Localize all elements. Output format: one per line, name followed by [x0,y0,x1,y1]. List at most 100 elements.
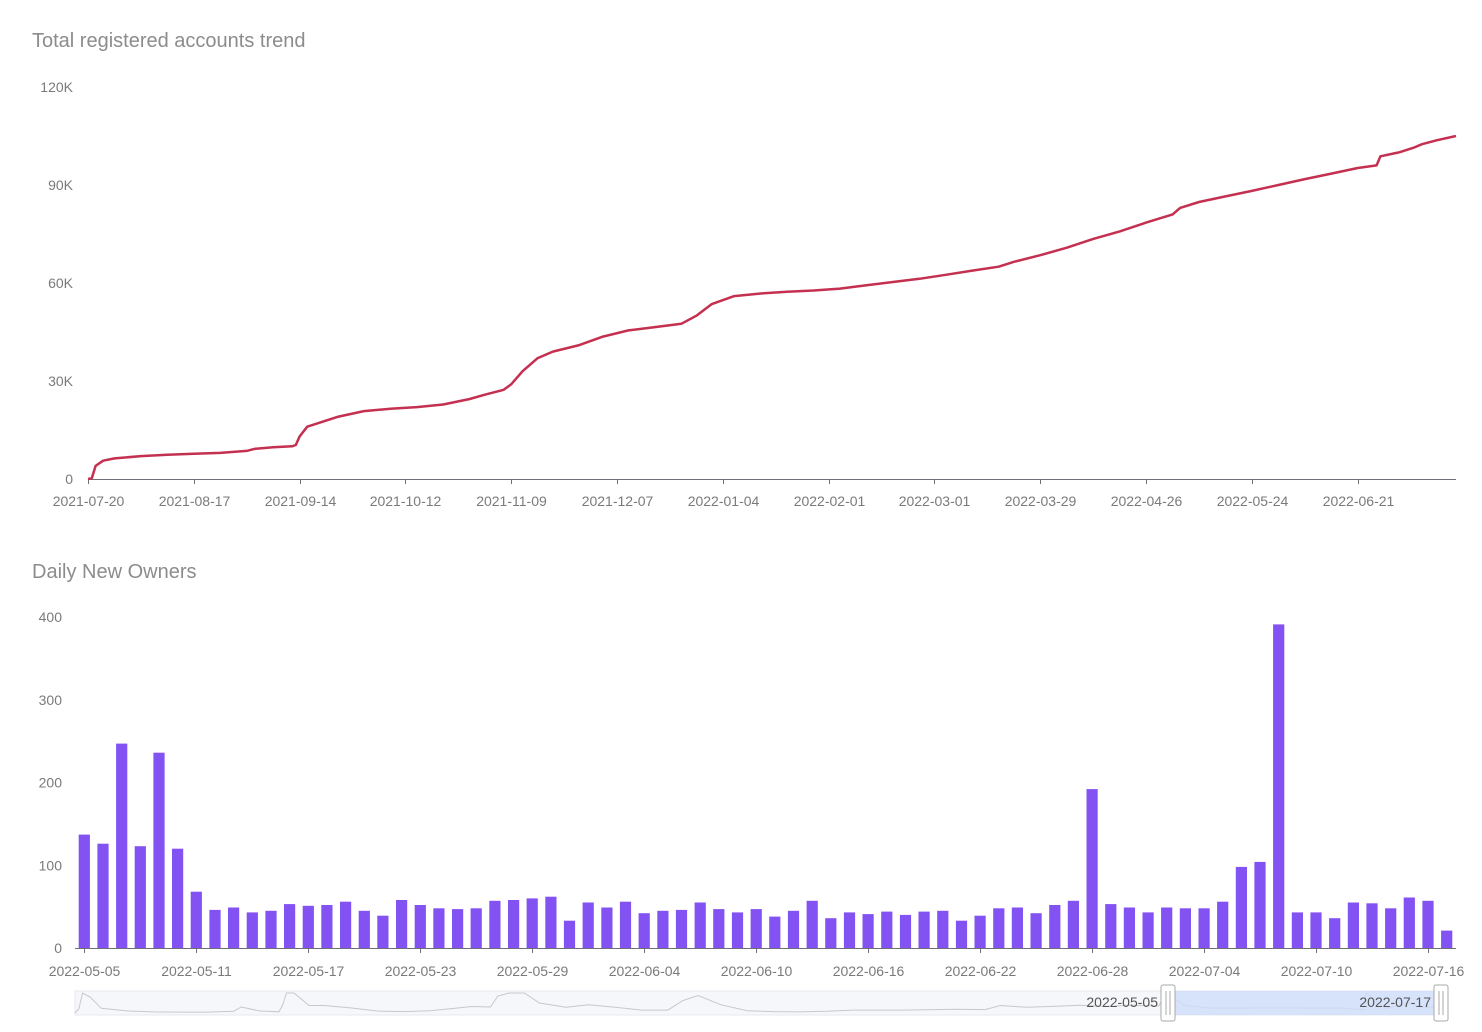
owner-bar[interactable] [731,912,744,948]
owner-bar[interactable] [1329,918,1341,948]
owner-bar[interactable] [806,900,818,948]
owner-bar[interactable] [228,907,240,949]
owner-bar[interactable] [1198,908,1210,948]
owner-bar[interactable] [1441,930,1453,948]
x-tick-label: 2021-11-09 [476,493,547,509]
zoom-end-label: 2022-07-17 [1359,994,1431,1010]
owner-bar[interactable] [918,911,930,948]
owner-bar[interactable] [414,905,426,948]
y-tick-label: 300 [39,692,63,708]
owner-bar[interactable] [172,848,184,948]
owner-bar[interactable] [1273,624,1285,948]
x-tick-label: 2022-03-01 [899,493,971,509]
owner-bar[interactable] [1403,897,1415,949]
owner-bar[interactable] [526,898,538,948]
owner-bar[interactable] [657,910,669,948]
x-tick-label: 2022-05-23 [385,963,457,979]
x-tick-label: 2022-05-17 [273,963,345,979]
owner-bar[interactable] [713,909,725,948]
zoom-start-label: 2022-05-05 [1086,994,1158,1010]
x-tick-label: 2022-07-16 [1393,963,1465,979]
owner-bar[interactable] [563,920,576,948]
owner-bar[interactable] [1179,908,1191,948]
owner-bar[interactable] [1235,866,1247,948]
owner-bar[interactable] [1310,912,1322,948]
x-tick-label: 2021-10-12 [370,493,442,509]
owner-bar[interactable] [1217,901,1229,948]
owner-bar[interactable] [246,912,258,948]
y-tick-label: 200 [39,775,63,791]
owner-bar[interactable] [97,843,109,948]
owner-bar[interactable] [1254,861,1266,948]
y-tick-label: 30K [48,373,74,389]
owner-bar[interactable] [153,752,165,948]
x-tick-label: 2022-06-16 [833,963,905,979]
owner-bar[interactable] [134,846,146,948]
owner-bar[interactable] [582,902,594,949]
owner-bar[interactable] [1123,907,1135,949]
owner-bar[interactable] [825,918,837,948]
zoom-selected-range[interactable] [1168,991,1441,1015]
zoom-end-handle[interactable] [1433,984,1449,1022]
owner-bar[interactable] [302,905,314,948]
owner-bar[interactable] [433,908,445,948]
owner-bar[interactable] [508,900,520,948]
owner-bar[interactable] [1385,908,1397,948]
chart-title-accounts: Total registered accounts trend [32,30,306,52]
owner-bar[interactable] [1291,912,1303,948]
owner-bar[interactable] [1422,900,1434,948]
owner-bar[interactable] [862,914,874,948]
owner-bar[interactable] [489,900,501,948]
owner-bar[interactable] [78,834,90,948]
x-tick-label: 2021-12-07 [582,493,654,509]
owner-bar[interactable] [190,891,202,948]
owner-bar[interactable] [769,916,781,948]
owner-bar[interactable] [974,915,986,948]
owner-bar[interactable] [116,743,128,948]
owner-bar[interactable] [1105,904,1117,948]
owner-bar[interactable] [1030,913,1042,948]
x-tick-label: 2022-07-10 [1281,963,1353,979]
owner-bar[interactable] [638,913,650,948]
owner-bar[interactable] [881,911,893,948]
owner-bar[interactable] [321,905,333,948]
x-tick-label: 2022-01-04 [688,493,760,509]
owner-bar[interactable] [675,909,688,948]
owner-bar[interactable] [340,901,352,948]
zoom-start-handle[interactable] [1160,984,1176,1022]
owner-bar[interactable] [601,907,613,949]
owner-bar[interactable] [396,900,408,948]
owner-bar[interactable] [1067,900,1079,948]
daily-owners-bar-chart: 0 100 200 300 400 2022-05-05 2022-05-11 2022-05… [39,609,1465,979]
owner-bar[interactable] [284,904,296,948]
owner-bar[interactable] [1142,912,1154,948]
owner-bar[interactable] [358,910,370,948]
owner-bar[interactable] [1049,905,1061,948]
owner-bar[interactable] [545,896,557,948]
owner-bar[interactable] [899,914,912,948]
x-tick-label: 2022-06-28 [1057,963,1129,979]
owner-bar[interactable] [955,920,968,948]
owner-bar[interactable] [787,910,800,948]
owner-bar[interactable] [1011,907,1023,949]
owner-bar[interactable] [1161,907,1173,949]
owner-bar[interactable] [694,902,706,949]
owner-bar[interactable] [1366,903,1378,948]
owner-bar[interactable] [470,908,482,948]
owner-bar[interactable] [937,910,949,948]
owner-bar[interactable] [993,908,1005,948]
owner-bar[interactable] [452,909,464,948]
owner-bar[interactable] [209,909,221,948]
data-zoom-slider[interactable]: 2022-05-05 2022-07-17 [74,984,1449,1022]
owner-bar[interactable] [843,912,856,948]
owner-bar[interactable] [619,901,632,948]
owner-bar[interactable] [1347,902,1359,949]
x-tick-label: 2021-09-14 [265,493,337,509]
x-tick-label: 2022-02-01 [794,493,866,509]
y-tick-label: 100 [39,857,63,873]
owner-bar[interactable] [377,915,389,948]
accounts-line-chart: 0 30K 60K 90K 120K 2021-07-20 2021-08-17 2021-0… [40,79,1457,509]
owner-bar[interactable] [1086,789,1098,948]
owner-bar[interactable] [265,910,277,948]
owner-bar[interactable] [750,909,762,948]
